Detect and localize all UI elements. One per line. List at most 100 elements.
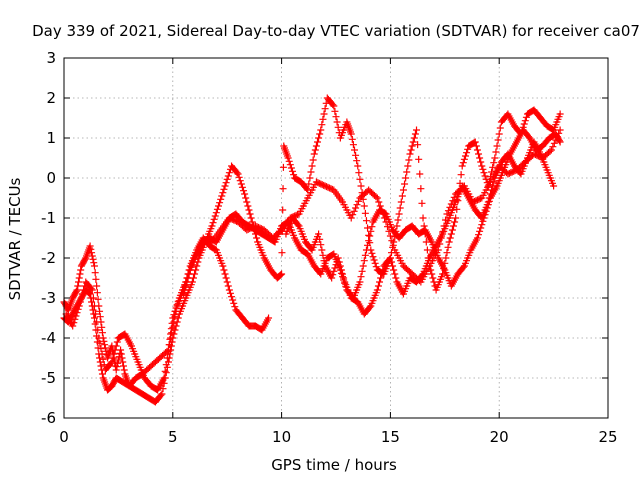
data-point — [396, 204, 404, 212]
data-point — [402, 174, 410, 182]
data-point — [463, 149, 471, 157]
y-tick-label: 1 — [46, 129, 56, 147]
data-point — [97, 345, 105, 353]
data-point — [157, 391, 165, 399]
data-point — [333, 118, 341, 126]
data-point — [547, 146, 555, 154]
data-point — [210, 215, 218, 223]
data-point — [394, 216, 402, 224]
data-point — [158, 390, 166, 398]
data-point — [350, 146, 358, 154]
data-point — [279, 185, 287, 193]
data-point — [93, 318, 101, 326]
data-point — [234, 170, 242, 178]
data-point — [284, 154, 292, 162]
data-point — [88, 298, 96, 306]
data-point — [120, 366, 128, 374]
data-point — [417, 185, 425, 193]
data-point — [349, 211, 357, 219]
data-point — [209, 219, 217, 227]
data-point — [73, 309, 81, 317]
data-point — [78, 290, 86, 298]
data-point — [222, 179, 230, 187]
data-point — [522, 113, 530, 121]
data-point — [362, 217, 370, 225]
x-tick-label: 5 — [168, 428, 178, 446]
data-point — [90, 314, 98, 322]
data-point — [74, 282, 82, 290]
data-point — [475, 231, 483, 239]
data-point — [319, 251, 327, 259]
data-point — [423, 246, 431, 254]
data-point — [550, 182, 558, 190]
data-point — [99, 355, 107, 363]
data-point — [379, 266, 387, 274]
data-point — [92, 310, 100, 318]
data-point — [235, 173, 243, 181]
data-point — [98, 350, 106, 358]
data-point — [330, 267, 338, 275]
data-point — [341, 279, 349, 287]
data-point — [428, 270, 436, 278]
data-point — [76, 298, 84, 306]
data-point — [414, 141, 422, 149]
data-point — [556, 126, 564, 134]
data-point — [214, 202, 222, 210]
data-point — [75, 274, 83, 282]
data-point — [427, 266, 435, 274]
data-point — [226, 289, 234, 297]
data-point — [71, 315, 79, 323]
data-point — [168, 329, 176, 337]
data-point — [377, 274, 385, 282]
data-point — [87, 285, 95, 293]
data-point — [479, 165, 487, 173]
data-point — [279, 206, 287, 214]
data-point — [461, 152, 469, 160]
data-point — [182, 282, 190, 290]
y-tick-label: 2 — [46, 89, 56, 107]
data-point — [216, 199, 224, 207]
data-point — [355, 169, 363, 177]
data-point — [401, 180, 409, 188]
data-point — [305, 180, 313, 188]
data-point — [314, 138, 322, 146]
data-point — [485, 197, 493, 205]
data-point — [224, 172, 232, 180]
data-point — [347, 214, 355, 222]
data-point — [331, 264, 339, 272]
data-point — [193, 262, 201, 270]
data-point — [364, 224, 372, 232]
data-point — [316, 235, 324, 243]
data-point — [318, 121, 326, 129]
data-point — [556, 138, 564, 146]
axis-ticks — [63, 57, 609, 419]
data-point — [488, 168, 496, 176]
data-point — [546, 147, 554, 155]
data-point — [97, 362, 105, 370]
y-tick-label: -6 — [41, 409, 56, 427]
data-point — [107, 359, 115, 367]
data-point — [162, 361, 170, 369]
data-point — [116, 349, 124, 357]
data-point — [334, 123, 342, 131]
data-point — [482, 207, 490, 215]
data-point — [349, 141, 357, 149]
data-point — [411, 130, 419, 138]
data-point — [98, 370, 106, 378]
data-point — [360, 202, 368, 210]
y-tick-label: -3 — [41, 289, 56, 307]
data-point — [276, 271, 284, 279]
data-point — [288, 167, 296, 175]
data-point — [109, 354, 117, 362]
data-point — [445, 238, 453, 246]
data-point — [277, 271, 285, 279]
data-point — [181, 286, 189, 294]
data-point — [217, 195, 225, 203]
data-point — [364, 241, 372, 249]
data-point — [459, 159, 467, 167]
data-point — [242, 194, 250, 202]
data-point — [521, 117, 529, 125]
data-point — [96, 339, 104, 347]
data-point — [69, 322, 77, 330]
data-point — [471, 138, 479, 146]
